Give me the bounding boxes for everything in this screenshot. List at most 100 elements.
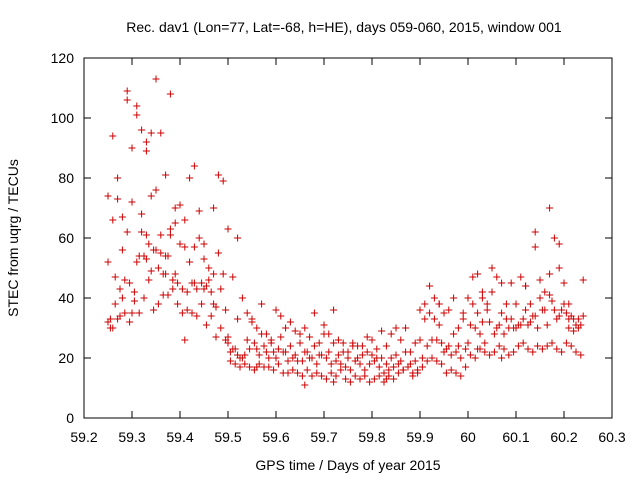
data-point [253,324,261,332]
data-point [466,351,474,359]
data-point [214,249,222,257]
data-point [279,348,287,356]
data-point [270,348,278,356]
data-point [486,318,494,326]
y-tick-label: 40 [58,290,74,306]
x-tick-label: 59.7 [310,429,337,445]
data-point [414,369,422,377]
data-point [394,360,402,368]
data-point [195,207,203,215]
data-point [579,312,587,320]
data-point [142,147,150,155]
data-point [550,234,558,242]
data-point [474,345,482,353]
data-point [498,279,506,287]
data-point [133,111,141,119]
data-point [358,351,366,359]
data-point [534,324,542,332]
y-tick-label: 100 [51,110,75,126]
data-point [454,324,462,332]
data-point [286,342,294,350]
data-point [154,264,162,272]
data-point [493,273,501,281]
data-point [322,375,330,383]
data-point [236,354,244,362]
data-point [327,360,335,368]
data-point [274,360,282,368]
data-point [553,345,561,353]
data-point [548,339,556,347]
data-point [181,216,189,224]
data-point [226,348,234,356]
data-point [538,306,546,314]
data-point [351,357,359,365]
data-point [478,288,486,296]
y-axis: 0 20 40 60 80 100 120 [51,50,612,426]
data-point [212,333,220,341]
data-point [162,171,170,179]
data-point [382,342,390,350]
data-point [234,234,242,242]
data-point [284,357,292,365]
data-point [399,366,407,374]
data-point [380,369,388,377]
data-point [442,369,450,377]
data-point [186,174,194,182]
data-point [121,309,129,317]
data-point [471,324,479,332]
data-point [255,351,263,359]
data-point [531,228,539,236]
data-point [330,378,338,386]
data-point [344,354,352,362]
data-point [430,294,438,302]
data-point [390,375,398,383]
data-point [217,324,225,332]
data-point [483,300,491,308]
data-point [418,363,426,371]
data-point [416,306,424,314]
data-point [258,330,266,338]
data-point [272,354,280,362]
data-point [265,363,273,371]
data-point [229,273,237,281]
data-point [435,321,443,329]
data-point [433,357,441,365]
data-point [524,345,532,353]
data-point [140,294,148,302]
data-point [548,297,556,305]
data-point [162,270,170,278]
data-point [435,300,443,308]
data-point [147,267,155,275]
data-point [207,288,215,296]
data-point [474,309,482,317]
data-point [560,300,568,308]
data-point [152,75,160,83]
data-point [291,327,299,335]
data-point [150,306,158,314]
data-point [210,204,218,212]
data-point [418,354,426,362]
data-point [332,357,340,365]
data-point [205,264,213,272]
data-point [226,357,234,365]
data-point [382,360,390,368]
data-point [128,309,136,317]
data-point [135,309,143,317]
data-point [349,342,357,350]
data-point [150,246,158,254]
data-point [505,351,513,359]
y-tick-label: 60 [58,230,74,246]
y-tick-label: 120 [51,50,75,66]
x-tick-label: 60.2 [550,429,577,445]
data-point [123,96,131,104]
data-point [274,345,282,353]
data-point [522,282,530,290]
data-point [478,318,486,326]
data-point [356,375,364,383]
data-point [109,324,117,332]
data-point [382,375,390,383]
data-point [332,372,340,380]
data-point [210,270,218,278]
data-point [507,279,515,287]
data-point [334,351,342,359]
